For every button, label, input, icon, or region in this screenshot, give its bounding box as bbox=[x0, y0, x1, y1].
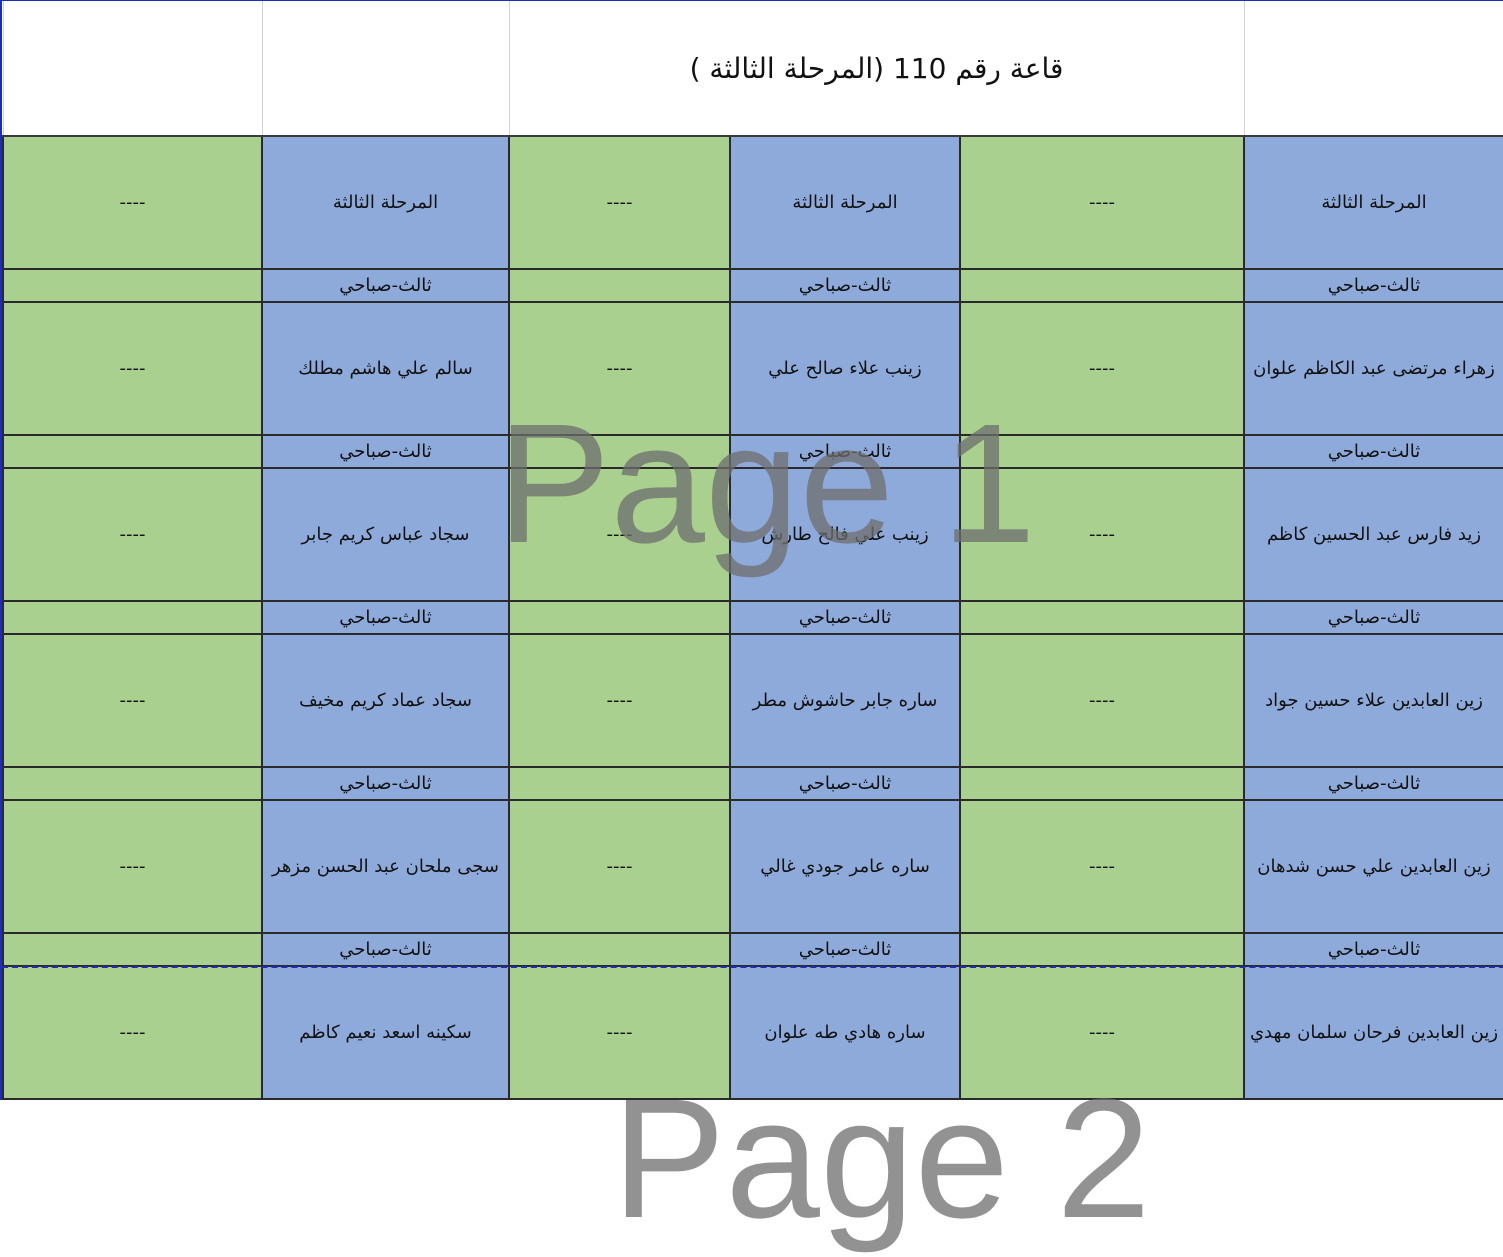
student-name-cell[interactable]: ساره هادي طه علوان bbox=[729, 965, 961, 1100]
student-name-cell[interactable]: زيد فارس عبد الحسين كاظم bbox=[1243, 467, 1503, 602]
shift-row: ثالث-صباحي ثالث-صباحي ثالث-صباحي bbox=[2, 766, 1503, 801]
shift-cell[interactable]: ثالث-صباحي bbox=[729, 268, 961, 303]
blank-cell[interactable] bbox=[508, 766, 731, 801]
header-cell[interactable] bbox=[2, 1, 262, 137]
empty-seat-cell[interactable]: ---- bbox=[959, 301, 1245, 436]
student-name-cell[interactable]: سجاد عباس كريم جابر bbox=[261, 467, 510, 602]
stage-row: المرحلة الثالثة ---- المرحلة الثالثة ---- ال… bbox=[2, 135, 1503, 270]
blank-cell[interactable] bbox=[2, 268, 263, 303]
title-row: قاعة رقم 110 (المرحلة الثالثة ) bbox=[2, 1, 1503, 137]
student-row: زهراء مرتضى عبد الكاظم علوان ---- زينب علا… bbox=[2, 301, 1503, 436]
shift-cell[interactable]: ثالث-صباحي bbox=[1243, 932, 1503, 967]
shift-cell[interactable]: ثالث-صباحي bbox=[261, 434, 510, 469]
empty-seat-cell[interactable]: ---- bbox=[508, 135, 731, 270]
empty-seat-cell[interactable]: ---- bbox=[2, 965, 263, 1100]
shift-cell[interactable]: ثالث-صباحي bbox=[729, 434, 961, 469]
shift-cell[interactable]: ثالث-صباحي bbox=[729, 766, 961, 801]
shift-cell[interactable]: ثالث-صباحي bbox=[1243, 600, 1503, 635]
student-row: زين العابدين فرحان سلمان مهدي ---- ساره ها… bbox=[2, 965, 1503, 1100]
shift-cell[interactable]: ثالث-صباحي bbox=[729, 600, 961, 635]
blank-cell[interactable] bbox=[2, 766, 263, 801]
empty-seat-cell[interactable]: ---- bbox=[508, 965, 731, 1100]
seating-table: قاعة رقم 110 (المرحلة الثالثة ) المرحلة … bbox=[2, 1, 1503, 1100]
blank-cell[interactable] bbox=[508, 434, 731, 469]
empty-seat-cell[interactable]: ---- bbox=[2, 135, 263, 270]
student-name-cell[interactable]: زينب علاء صالح علي bbox=[729, 301, 961, 436]
stage-cell[interactable]: المرحلة الثالثة bbox=[261, 135, 510, 270]
empty-seat-cell[interactable]: ---- bbox=[508, 467, 731, 602]
shift-cell[interactable]: ثالث-صباحي bbox=[261, 932, 510, 967]
empty-seat-cell[interactable]: ---- bbox=[959, 965, 1245, 1100]
shift-row: ثالث-صباحي ثالث-صباحي ثالث-صباحي bbox=[2, 434, 1503, 469]
student-name-cell[interactable]: سكينه اسعد نعيم كاظم bbox=[261, 965, 510, 1100]
blank-cell[interactable] bbox=[959, 268, 1245, 303]
student-name-cell[interactable]: ساره جابر حاشوش مطر bbox=[729, 633, 961, 768]
shift-cell[interactable]: ثالث-صباحي bbox=[261, 268, 510, 303]
page-break-line bbox=[2, 966, 1503, 968]
student-name-cell[interactable]: زين العابدين فرحان سلمان مهدي bbox=[1243, 965, 1503, 1100]
student-name-cell[interactable]: ساره عامر جودي غالي bbox=[729, 799, 961, 934]
empty-seat-cell[interactable]: ---- bbox=[508, 633, 731, 768]
blank-cell[interactable] bbox=[2, 434, 263, 469]
page-title[interactable]: قاعة رقم 110 (المرحلة الثالثة ) bbox=[508, 1, 1244, 137]
empty-seat-cell[interactable]: ---- bbox=[959, 633, 1245, 768]
empty-seat-cell[interactable]: ---- bbox=[508, 301, 731, 436]
shift-cell[interactable]: ثالث-صباحي bbox=[261, 766, 510, 801]
empty-seat-cell[interactable]: ---- bbox=[2, 301, 263, 436]
student-name-cell[interactable]: زينب علي فالح طارش bbox=[729, 467, 961, 602]
stage-cell[interactable]: المرحلة الثالثة bbox=[1243, 135, 1503, 270]
student-row: زين العابدين علاء حسين جواد ---- ساره جابر… bbox=[2, 633, 1503, 768]
shift-cell[interactable]: ثالث-صباحي bbox=[1243, 268, 1503, 303]
empty-seat-cell[interactable]: ---- bbox=[2, 633, 263, 768]
student-name-cell[interactable]: زين العابدين علي حسن شدهان bbox=[1243, 799, 1503, 934]
student-name-cell[interactable]: سالم علي هاشم مطلك bbox=[261, 301, 510, 436]
blank-cell[interactable] bbox=[959, 600, 1245, 635]
stage-cell[interactable]: المرحلة الثالثة bbox=[729, 135, 961, 270]
blank-cell[interactable] bbox=[959, 932, 1245, 967]
shift-row: ثالث-صباحي ثالث-صباحي ثالث-صباحي bbox=[2, 268, 1503, 303]
blank-cell[interactable] bbox=[959, 766, 1245, 801]
shift-row: ثالث-صباحي ثالث-صباحي ثالث-صباحي bbox=[2, 600, 1503, 635]
student-row: زيد فارس عبد الحسين كاظم ---- زينب علي فال… bbox=[2, 467, 1503, 602]
empty-seat-cell[interactable]: ---- bbox=[2, 799, 263, 934]
student-name-cell[interactable]: سجى ملحان عبد الحسن مزهر bbox=[261, 799, 510, 934]
shift-row: ثالث-صباحي ثالث-صباحي ثالث-صباحي bbox=[2, 932, 1503, 967]
shift-cell[interactable]: ثالث-صباحي bbox=[1243, 766, 1503, 801]
blank-cell[interactable] bbox=[508, 268, 731, 303]
blank-cell[interactable] bbox=[2, 600, 263, 635]
shift-cell[interactable]: ثالث-صباحي bbox=[729, 932, 961, 967]
student-row: زين العابدين علي حسن شدهان ---- ساره عامر … bbox=[2, 799, 1503, 934]
student-name-cell[interactable]: زهراء مرتضى عبد الكاظم علوان bbox=[1243, 301, 1503, 436]
empty-seat-cell[interactable]: ---- bbox=[508, 799, 731, 934]
header-cell[interactable] bbox=[261, 1, 509, 137]
shift-cell[interactable]: ثالث-صباحي bbox=[261, 600, 510, 635]
blank-cell[interactable] bbox=[508, 600, 731, 635]
blank-cell[interactable] bbox=[2, 932, 263, 967]
empty-seat-cell[interactable]: ---- bbox=[959, 799, 1245, 934]
empty-seat-cell[interactable]: ---- bbox=[959, 135, 1245, 270]
blank-cell[interactable] bbox=[508, 932, 731, 967]
student-name-cell[interactable]: زين العابدين علاء حسين جواد bbox=[1243, 633, 1503, 768]
header-cell[interactable] bbox=[1243, 1, 1503, 137]
blank-cell[interactable] bbox=[959, 434, 1245, 469]
empty-seat-cell[interactable]: ---- bbox=[959, 467, 1245, 602]
shift-cell[interactable]: ثالث-صباحي bbox=[1243, 434, 1503, 469]
empty-seat-cell[interactable]: ---- bbox=[2, 467, 263, 602]
student-name-cell[interactable]: سجاد عماد كريم مخيف bbox=[261, 633, 510, 768]
